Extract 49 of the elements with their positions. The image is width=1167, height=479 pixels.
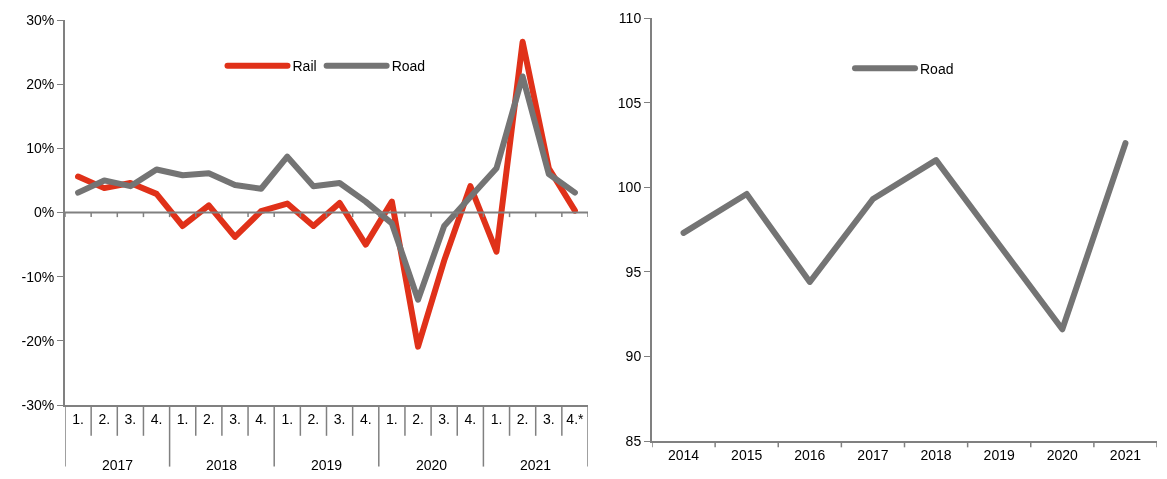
x-tick-label: 3. <box>124 410 137 427</box>
y-tick-label: 95 <box>625 263 642 280</box>
x-tick-label: 4. <box>150 410 163 427</box>
text: 2018 <box>206 457 238 473</box>
x-tick-label: 2020 <box>1046 446 1079 463</box>
x-tick-label: 2. <box>516 410 529 427</box>
x-tick-label: 3. <box>229 410 241 427</box>
x-tick-label: 3. <box>438 410 451 427</box>
x-tick-label: 2. <box>98 410 111 427</box>
x-tick-label: 2021 <box>1109 446 1142 463</box>
y-tick-label: -30% <box>21 396 55 413</box>
legend-label: Rail <box>292 58 317 75</box>
y-tick-label: 90 <box>625 348 642 365</box>
y-tick-label: 20% <box>26 76 55 93</box>
y-tick-label: 30% <box>26 11 55 28</box>
y-tick-label: 110 <box>618 9 642 26</box>
x-tick-label: 1. <box>281 410 294 427</box>
x-tick-label: 1. <box>176 410 189 427</box>
x-tick-label: 4. <box>359 410 372 427</box>
x-tick-label: 1. <box>490 410 503 427</box>
y-tick-label: 0% <box>33 204 55 221</box>
x-tick-label: 3. <box>333 410 346 427</box>
text: 2020 <box>416 457 448 473</box>
x-tick-label: 2019 <box>983 446 1015 463</box>
x-tick-label: 1. <box>72 410 84 427</box>
x-tick-label: 4. <box>255 410 267 427</box>
y-tick-label: 10% <box>26 140 55 157</box>
text: 2017 <box>102 457 134 473</box>
x-tick-label: 2. <box>307 410 320 427</box>
text: 2019 <box>311 457 343 473</box>
x-tick-label: 2015 <box>731 446 763 463</box>
x-tick-label: 2. <box>412 410 424 427</box>
y-tick-label: -20% <box>21 332 55 349</box>
y-tick-label: -10% <box>21 268 55 285</box>
x-tick-label: 2016 <box>794 446 826 463</box>
x-tick-label: 2018 <box>920 446 952 463</box>
legend-label: Road <box>391 58 426 75</box>
text: 2021 <box>520 457 552 473</box>
x-tick-label: 4. <box>464 410 477 427</box>
y-tick-label: 100 <box>617 179 642 196</box>
x-tick-label: 2014 <box>667 446 700 463</box>
y-tick-label: 85 <box>625 432 642 449</box>
x-tick-label: 2017 <box>857 446 889 463</box>
x-tick-label: 3. <box>542 410 555 427</box>
legend-label: Road <box>920 60 954 77</box>
x-tick-label: 4.* <box>566 410 585 427</box>
x-tick-label: 1. <box>386 410 398 427</box>
x-tick-label: 2. <box>202 410 215 427</box>
y-tick-label: 105 <box>617 94 642 111</box>
